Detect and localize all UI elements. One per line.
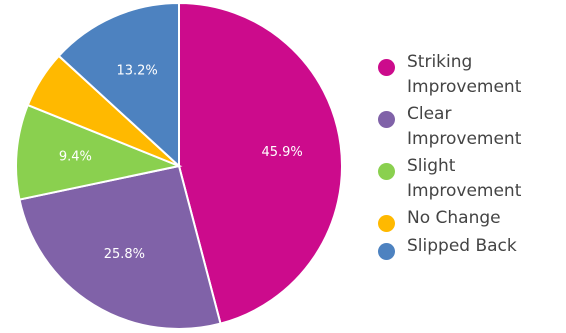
slice-value-label: 9.4% bbox=[59, 149, 92, 164]
pie-slices bbox=[15, 1, 343, 330]
pie-slice-striking-improvement bbox=[178, 1, 343, 325]
pie-slice-labels: 45.9% 25.8% 9.4% 13.2% bbox=[59, 63, 303, 262]
legend-item[interactable]: Slight Improvement bbox=[378, 154, 563, 204]
legend-swatch bbox=[378, 163, 395, 180]
legend-label: Striking Improvement bbox=[407, 52, 522, 97]
legend-label: Slipped Back bbox=[407, 236, 517, 256]
pie-chart: 45.9% 25.8% 9.4% 13.2% bbox=[15, 1, 343, 330]
legend-item[interactable]: Slipped Back bbox=[378, 234, 563, 260]
pie-slice-clear-improvement bbox=[18, 164, 222, 330]
legend-swatch bbox=[378, 215, 395, 232]
pie-slice-slipped-back bbox=[57, 1, 180, 169]
slice-value-label: 45.9% bbox=[261, 145, 302, 160]
legend-label: Slight Improvement bbox=[407, 156, 522, 201]
slice-value-label: 25.8% bbox=[104, 247, 145, 262]
legend-label: Clear Improvement bbox=[407, 104, 522, 149]
legend: Striking Improvement Clear Improvement Sli… bbox=[378, 50, 563, 262]
pie-slice-slight-improvement bbox=[15, 103, 183, 201]
slice-value-label: 13.2% bbox=[116, 63, 157, 78]
legend-swatch bbox=[378, 111, 395, 128]
legend-item[interactable]: Clear Improvement bbox=[378, 102, 563, 152]
legend-swatch bbox=[378, 59, 395, 76]
legend-item[interactable]: No Change bbox=[378, 206, 563, 232]
legend-label: No Change bbox=[407, 208, 501, 228]
legend-swatch bbox=[378, 243, 395, 260]
legend-item[interactable]: Striking Improvement bbox=[378, 50, 563, 100]
